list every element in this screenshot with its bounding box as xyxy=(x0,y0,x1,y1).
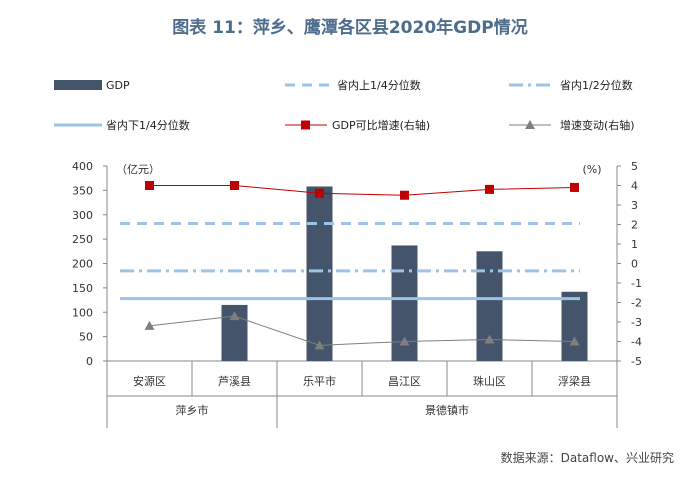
right-tick-label: 4 xyxy=(631,180,638,193)
legend-swatch-gdp xyxy=(54,80,102,90)
gdp-bar xyxy=(306,186,333,361)
left-tick-label: 100 xyxy=(72,306,93,319)
right-tick-label: 5 xyxy=(631,160,638,173)
right-tick-label: 2 xyxy=(631,219,638,232)
right-tick-label: 3 xyxy=(631,199,638,212)
growth-point xyxy=(485,184,494,194)
left-tick-label: 400 xyxy=(72,160,93,173)
legend-label-gdp: GDP xyxy=(106,79,130,92)
growth-point xyxy=(230,181,239,190)
change-line xyxy=(149,315,575,346)
right-axis-unit: (%) xyxy=(582,163,601,176)
growth-point xyxy=(145,181,154,190)
left-tick-label: 350 xyxy=(72,184,93,197)
legend-swatch-growth-marker xyxy=(301,120,310,130)
change-point xyxy=(314,340,325,350)
change-point xyxy=(229,311,240,321)
change-point xyxy=(569,336,580,346)
left-tick-label: 150 xyxy=(72,282,93,295)
left-tick-label: 200 xyxy=(72,258,93,271)
growth-line xyxy=(149,185,575,196)
category-label: 浮梁县 xyxy=(558,374,591,388)
category-label: 芦溪县 xyxy=(218,375,251,388)
legend-swatch-change-marker xyxy=(525,120,535,129)
left-tick-label: 0 xyxy=(86,355,93,368)
gdp-bar xyxy=(476,251,503,361)
left-tick-label: 300 xyxy=(72,209,93,222)
legend-label-median: 省内1/2分位数 xyxy=(560,78,633,92)
change-point xyxy=(399,336,410,346)
legend-label-change: 增速变动(右轴) xyxy=(560,118,635,132)
axes: 0 50 100 150 200 250 300 350 400 -5 -4 -3 -2 -1 0 1 2 3 4 5… xyxy=(72,160,642,428)
right-tick-label: -1 xyxy=(631,277,642,290)
change-point xyxy=(484,334,495,344)
group-label: 景德镇市 xyxy=(425,403,469,417)
legend-label-lower-quartile: 省内下1/4分位数 xyxy=(106,118,190,132)
figure-title: 图表 11：萍乡、鹰潭各区县2020年GDP情况 xyxy=(172,18,528,38)
category-label: 安源区 xyxy=(133,374,166,388)
right-tick-label: 1 xyxy=(631,238,638,251)
chart-marks xyxy=(120,181,588,361)
right-tick-label: -4 xyxy=(631,336,642,349)
group-label: 萍乡市 xyxy=(176,403,209,417)
left-tick-label: 250 xyxy=(72,233,93,246)
change-point xyxy=(144,320,155,330)
legend-label-upper-quartile: 省内上1/4分位数 xyxy=(337,78,421,92)
right-tick-label: -2 xyxy=(631,297,642,310)
gdp-bar xyxy=(561,291,588,361)
category-label: 昌江区 xyxy=(388,375,421,388)
legend-label-growth: GDP可比增速(右轴) xyxy=(332,118,430,132)
growth-point xyxy=(570,182,579,192)
category-label: 珠山区 xyxy=(473,374,506,388)
growth-point xyxy=(400,190,409,200)
left-tick-label: 50 xyxy=(79,331,93,344)
right-tick-label: -3 xyxy=(631,316,642,329)
left-axis-unit: （亿元） xyxy=(116,163,160,176)
figure-source: 数据来源：Dataflow、兴业研究 xyxy=(500,451,674,465)
right-tick-label: -5 xyxy=(631,355,642,368)
right-tick-label: 0 xyxy=(631,258,638,271)
growth-point xyxy=(315,188,324,198)
category-label: 乐平市 xyxy=(303,374,336,388)
